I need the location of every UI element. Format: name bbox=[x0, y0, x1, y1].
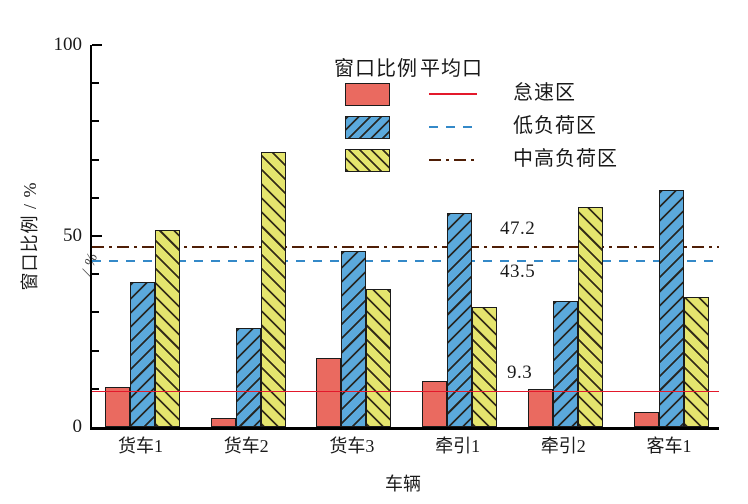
bar-低负荷区-货车2 bbox=[235, 327, 261, 427]
minor-y-tick bbox=[92, 349, 99, 352]
minor-y-tick bbox=[92, 311, 99, 314]
minor-y-tick bbox=[92, 273, 99, 276]
bar-低负荷区-牵引2 bbox=[552, 300, 578, 427]
reference-line-solid bbox=[92, 390, 719, 393]
y-tick-label: 100 bbox=[53, 34, 83, 55]
bar-中高负荷区-货车3 bbox=[366, 289, 392, 427]
bar-怠速区-货车2 bbox=[210, 418, 236, 427]
bar-低负荷区-客车1 bbox=[658, 190, 684, 427]
major-y-tick bbox=[92, 44, 102, 46]
bar-中高负荷区-货车2 bbox=[260, 151, 286, 427]
annotation-47.2: 47.2 bbox=[500, 218, 536, 239]
bar-怠速区-牵引2 bbox=[527, 388, 553, 427]
minor-y-tick bbox=[92, 82, 99, 85]
minor-y-tick bbox=[92, 387, 99, 390]
x-tick-label: 牵引2 bbox=[540, 436, 586, 456]
bar-怠速区-货车1 bbox=[105, 386, 130, 427]
bar-中高负荷区-客车1 bbox=[683, 297, 709, 427]
bar-低负荷区-货车1 bbox=[130, 281, 155, 427]
major-y-tick bbox=[92, 235, 102, 237]
x-tick-label: 客车1 bbox=[646, 436, 692, 456]
minor-y-tick bbox=[92, 158, 99, 161]
plot-area bbox=[90, 44, 719, 430]
annotation-43.5: 43.5 bbox=[500, 261, 536, 282]
y-tick-label: 50 bbox=[63, 225, 82, 246]
reference-line-dashdot bbox=[92, 245, 719, 248]
minor-y-tick bbox=[92, 120, 99, 123]
x-tick-label: 货车1 bbox=[118, 436, 163, 456]
x-axis-title: 车辆 bbox=[385, 474, 421, 494]
minor-y-tick bbox=[92, 196, 99, 199]
bar-中高负荷区-牵引1 bbox=[472, 306, 498, 427]
y-tick-label: 0 bbox=[72, 416, 83, 437]
annotation-9.3: 9.3 bbox=[507, 362, 533, 383]
bar-中高负荷区-牵引2 bbox=[577, 207, 603, 427]
bar-中高负荷区-货车1 bbox=[155, 230, 180, 427]
x-tick-label: 货车2 bbox=[223, 436, 269, 456]
bar-怠速区-牵引1 bbox=[422, 381, 448, 427]
bar-怠速区-客车1 bbox=[633, 411, 659, 427]
bar-低负荷区-牵引1 bbox=[447, 213, 473, 427]
reference-line-dashed bbox=[92, 259, 719, 262]
bar-低负荷区-货车3 bbox=[341, 251, 367, 427]
bar-怠速区-货车3 bbox=[316, 358, 342, 427]
x-tick-label: 牵引1 bbox=[435, 436, 481, 456]
x-tick-label: 货车3 bbox=[329, 436, 375, 456]
